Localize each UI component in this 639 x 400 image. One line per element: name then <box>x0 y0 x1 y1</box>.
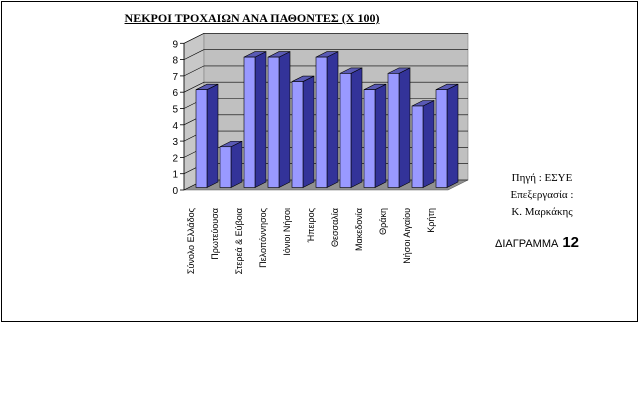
y-tick-label: 8 <box>172 56 178 67</box>
x-tick-label: Θεσσαλία <box>330 208 340 247</box>
diagram-label: ΔΙΑΓΡΑΜΜΑ 12 <box>495 234 579 251</box>
bar-side <box>206 83 219 188</box>
bar-front <box>435 89 448 188</box>
x-tick-label: Σύνολο Ελλάδος <box>186 207 196 274</box>
x-tick-label: Νήσοι Αιγαίου <box>402 208 412 264</box>
bar-front <box>411 105 424 188</box>
bar-side <box>254 51 267 188</box>
x-tick-label: Ιόνιοι Νήσοι <box>282 208 292 256</box>
source-line: Πηγή : ΕΣΥΕ <box>511 172 573 184</box>
bar-side <box>326 51 339 188</box>
bar-front <box>195 89 208 188</box>
gridline <box>183 81 468 93</box>
y-axis: 0 1 2 3 4 5 6 7 8 9 <box>172 39 185 197</box>
bar <box>267 51 291 188</box>
bar <box>411 100 435 188</box>
bar-side <box>422 100 435 188</box>
bar-side <box>230 140 243 188</box>
x-tick-label: Πελοπόννησος <box>258 207 268 268</box>
y-tick-label: 9 <box>172 39 178 50</box>
bar-side <box>446 83 459 188</box>
gridline <box>183 49 468 60</box>
y-tick-label: 0 <box>172 186 178 197</box>
bar-side <box>374 83 387 188</box>
bar-side <box>278 51 291 188</box>
gridline <box>183 65 468 77</box>
bar-side <box>350 67 363 188</box>
processing-label: Επεξεργασία : <box>510 189 574 201</box>
y-tick-label: 4 <box>172 121 178 132</box>
gridline <box>183 32 468 44</box>
bars <box>195 51 459 188</box>
bar-front <box>363 89 376 188</box>
y-tick-label: 1 <box>172 170 178 181</box>
y-tick-label: 2 <box>172 153 178 164</box>
bar <box>435 83 459 188</box>
bar <box>339 67 363 188</box>
bar <box>219 140 243 188</box>
x-tick-label: Πρωτεύουσα <box>210 208 220 260</box>
chart-title: ΝΕΚΡΟΙ ΤΡΟΧΑΙΩΝ ΑΝΑ ΠΑΘΟΝΤΕΣ (Χ 100) <box>124 11 380 25</box>
y-tick-label: 3 <box>172 137 178 148</box>
bar-front <box>219 146 232 188</box>
bar-front <box>339 73 352 188</box>
x-tick-label: Κρήτη <box>426 208 436 233</box>
bar <box>315 51 339 188</box>
bar-front <box>387 73 400 188</box>
diagram-label-text: ΔΙΑΓΡΑΜΜΑ <box>495 238 559 250</box>
bar-front <box>315 56 328 188</box>
bar-front <box>243 56 256 188</box>
x-tick-label: Θράκη <box>378 208 388 235</box>
x-tick-label: Στερεά & Εύβοια <box>234 208 244 274</box>
diagram-number: 12 <box>562 234 580 251</box>
bar-chart: 0 1 2 3 4 5 6 7 8 9 Σύνολο Ελλάδος Πρωτεύουσα Στερε… <box>172 32 469 274</box>
x-tick-label: Ήπειρος <box>306 207 316 243</box>
bar <box>243 51 267 188</box>
bar-side <box>302 75 315 188</box>
y-tick-label: 6 <box>172 88 178 99</box>
y-tick-label: 7 <box>172 72 178 83</box>
bar-front <box>267 56 280 188</box>
x-axis-labels: Σύνολο Ελλάδος Πρωτεύουσα Στερεά & Εύβοια Π… <box>186 207 436 274</box>
bar <box>387 67 411 188</box>
bar <box>195 83 219 188</box>
bar <box>291 75 315 188</box>
y-tick-label: 5 <box>172 105 178 116</box>
bar <box>363 83 387 188</box>
bar-front <box>291 81 304 188</box>
author-name: Κ. Μαρκάκης <box>511 206 573 218</box>
x-tick-label: Μακεδονία <box>354 208 364 251</box>
bar-side <box>398 67 411 188</box>
